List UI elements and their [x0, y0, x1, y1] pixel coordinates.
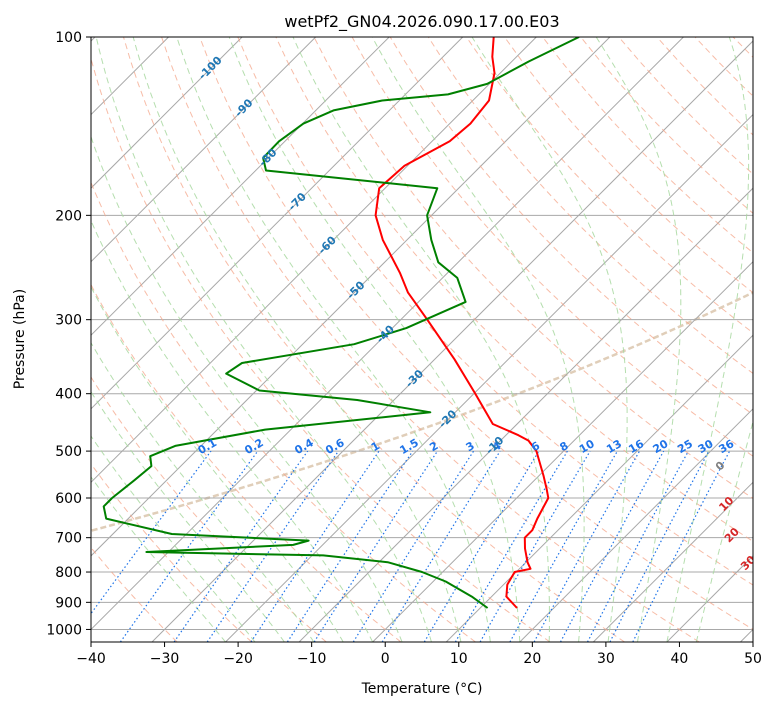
y-axis: 100 200 300 400 500 600 700 800 900 1000 — [46, 30, 91, 638]
y-tick-label: 900 — [55, 595, 82, 611]
mixing-ratio-line — [632, 450, 731, 642]
mixing-ratio-line — [286, 450, 414, 642]
x-tick-label: 10 — [450, 651, 468, 667]
x-tick-label: 30 — [597, 651, 615, 667]
y-axis-label: Pressure (hPa) — [12, 289, 28, 389]
x-tick-label: 0 — [381, 651, 390, 667]
dry-adiabat-line — [91, 376, 327, 642]
mixing-ratio-line — [206, 450, 339, 642]
background-curve — [91, 291, 753, 533]
mixing-ratio-line — [250, 450, 380, 642]
isotherm-line — [225, 113, 753, 642]
isotherm-line — [91, 37, 243, 189]
x-tick-label: −30 — [150, 651, 180, 667]
chart-title: wetPf2_GN04.2026.090.17.00.E03 — [284, 12, 559, 32]
plot-frame — [90, 36, 754, 643]
dry-adiabat-line — [123, 37, 625, 642]
x-tick-label: −10 — [297, 651, 327, 667]
mixing-ratio-line — [119, 450, 259, 642]
moist-adiabat-line — [95, 37, 432, 642]
sounding-profiles — [102, 37, 580, 609]
moist-adiabat-line — [595, 37, 682, 642]
mixing-ratio-line — [559, 450, 665, 642]
mixing-ratio-line — [91, 450, 212, 615]
isotherm-line — [519, 408, 753, 642]
moist-adiabat-line — [228, 37, 521, 642]
isotherm-line — [151, 40, 753, 642]
y-tick-label: 200 — [55, 208, 82, 224]
y-tick-label: 800 — [55, 565, 82, 581]
background-lines — [91, 37, 753, 642]
mixing-ratio-line — [173, 450, 309, 642]
y-tick-label: 400 — [55, 387, 82, 403]
temperature-profile — [374, 37, 550, 609]
x-tick-label: 40 — [671, 651, 689, 667]
x-tick-label: −40 — [76, 651, 106, 667]
dry-adiabat-line — [199, 37, 753, 630]
x-axis: −40 −30 −20 −10 0 10 20 30 40 50 — [76, 642, 762, 667]
y-tick-label: 600 — [55, 491, 82, 507]
moist-adiabat-line — [91, 341, 315, 642]
moist-adiabat-line — [695, 419, 753, 642]
isotherm-line — [91, 37, 464, 410]
moist-adiabat-line — [176, 37, 491, 642]
y-tick-label: 1000 — [46, 622, 82, 638]
isotherm-line — [592, 481, 753, 642]
isotherm-line — [372, 260, 753, 642]
isotherm-line — [91, 37, 537, 484]
moist-adiabat-line — [91, 390, 285, 642]
x-tick-label: 50 — [744, 651, 762, 667]
moist-adiabat-line — [132, 37, 462, 642]
dry-adiabat-line — [91, 56, 551, 642]
x-tick-label: −20 — [223, 651, 253, 667]
moist-adiabat-line — [91, 219, 374, 642]
x-tick-label: 20 — [523, 651, 541, 667]
isotherm-line — [91, 37, 611, 557]
moist-adiabat-line — [91, 435, 256, 642]
moist-adiabat-line — [371, 37, 585, 642]
mixing-ratio-line — [509, 450, 618, 642]
y-tick-label: 300 — [55, 313, 82, 329]
mixing-ratio-line — [313, 450, 438, 642]
dewpoint-profile — [102, 37, 580, 609]
moist-adiabat-line — [91, 135, 403, 642]
mixing-ratio-line — [352, 450, 475, 642]
x-axis-label: Temperature (°C) — [361, 681, 483, 697]
dry-adiabat-line — [237, 37, 753, 586]
isotherm-line — [91, 37, 317, 263]
moist-adiabat-line — [471, 37, 628, 642]
moist-adiabat-line — [292, 37, 550, 642]
mixing-ratio-line — [381, 450, 501, 642]
y-tick-label: 500 — [55, 444, 82, 460]
moist-adiabat-line — [91, 476, 226, 642]
isotherm-line — [91, 37, 390, 336]
mixing-ratio-line — [533, 450, 641, 642]
dry-adiabat-line — [275, 37, 753, 542]
dry-adiabat-line — [161, 37, 700, 642]
moist-adiabat-line — [666, 37, 750, 642]
isotherm-line — [91, 37, 684, 631]
y-tick-label: 700 — [55, 531, 82, 547]
y-tick-label: 100 — [55, 30, 82, 46]
dry-adiabat-line — [91, 463, 253, 642]
moist-adiabat-line — [91, 285, 344, 642]
